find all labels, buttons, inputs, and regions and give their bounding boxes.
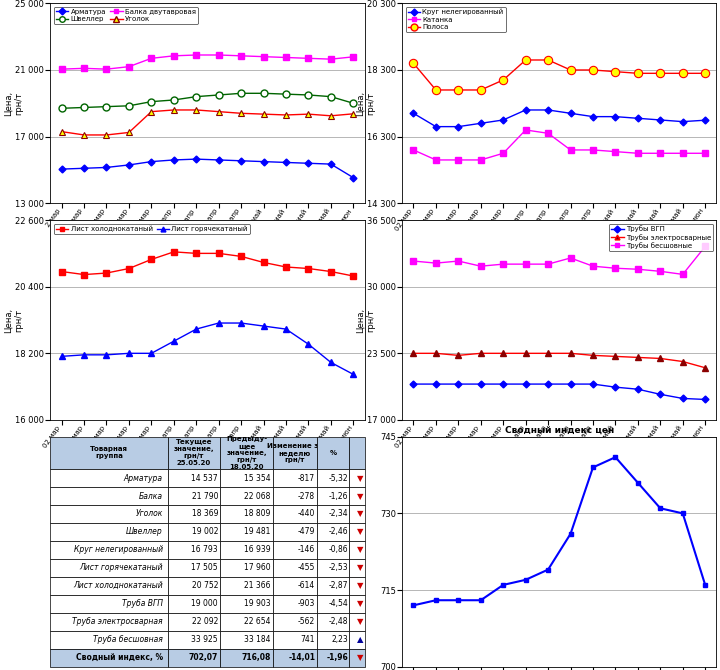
- Legend: Круг нелегированный, Катанка, Полоса: Круг нелегированный, Катанка, Полоса: [406, 7, 505, 32]
- Y-axis label: Цена,
грн/т: Цена, грн/т: [356, 90, 375, 116]
- Legend: Трубы ВГП, Трубы электросварные, Трубы бесшовные: Трубы ВГП, Трубы электросварные, Трубы б…: [609, 224, 713, 251]
- Y-axis label: Цена,
грн/т: Цена, грн/т: [356, 308, 375, 332]
- Y-axis label: Цена,
грн/т: Цена, грн/т: [4, 308, 24, 332]
- Title: Сводный индекс цен: Сводный индекс цен: [505, 425, 614, 435]
- Y-axis label: Цена,
грн/т: Цена, грн/т: [4, 90, 24, 116]
- Legend: Лист холоднокатаный, Лист горячекатаный: Лист холоднокатаный, Лист горячекатаный: [54, 224, 250, 234]
- Legend: Арматура, Швеллер, Балка двутавровая, Уголок: Арматура, Швеллер, Балка двутавровая, Уг…: [54, 7, 198, 24]
